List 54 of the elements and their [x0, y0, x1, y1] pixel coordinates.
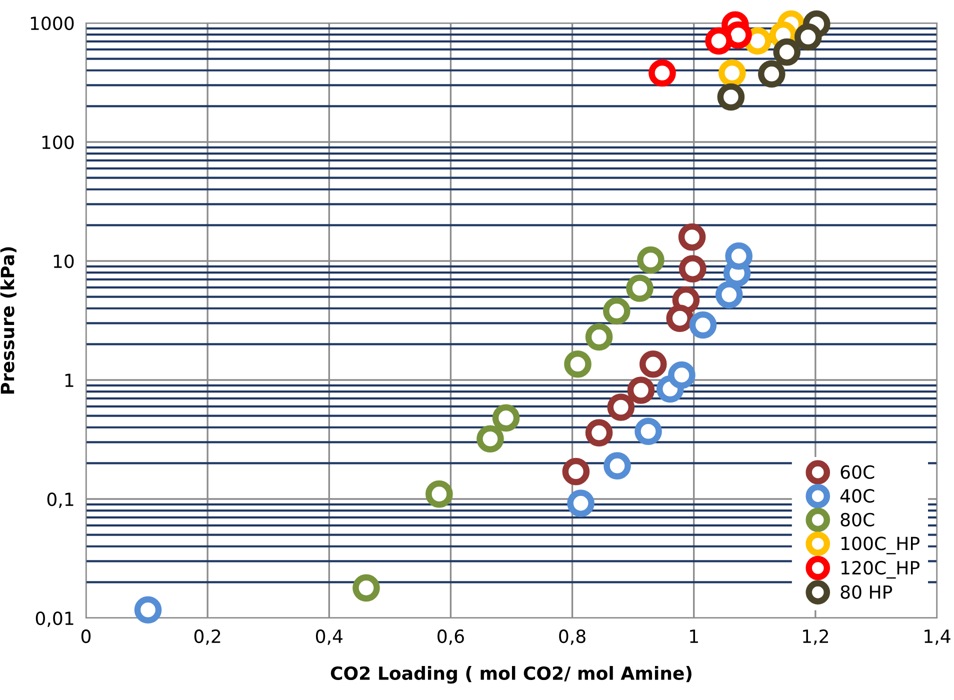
- legend-label: 80C: [840, 512, 874, 526]
- y-axis-title: Pressure (kPa): [0, 247, 16, 394]
- point: [773, 38, 801, 66]
- point: [426, 480, 453, 508]
- point: [668, 361, 696, 389]
- x-tick-label: 1,2: [803, 629, 828, 645]
- x-tick-label: 0,8: [559, 629, 586, 645]
- point: [567, 490, 594, 517]
- x-tick-label: 0,4: [316, 629, 342, 645]
- point: [689, 311, 717, 339]
- point: [564, 350, 592, 378]
- y-tick-label: 1000: [30, 16, 74, 30]
- point: [492, 404, 520, 432]
- point: [794, 23, 822, 51]
- y-tick-label: 10: [54, 254, 74, 268]
- point: [715, 281, 743, 308]
- legend-label: 100C_HP: [842, 536, 920, 554]
- legend-label: 120C_HP: [842, 560, 920, 579]
- point: [758, 60, 786, 88]
- point: [134, 596, 162, 624]
- point: [562, 458, 590, 486]
- point: [678, 255, 706, 282]
- point: [585, 419, 613, 446]
- point: [725, 242, 752, 270]
- point: [634, 418, 662, 446]
- y-tick-label: 0,01: [36, 611, 74, 627]
- x-tick-label: 0,2: [194, 629, 220, 645]
- x-tick-label: 0: [81, 629, 91, 644]
- point: [666, 304, 694, 332]
- point: [626, 274, 654, 302]
- x-tick-label: 0,6: [438, 629, 464, 645]
- point: [718, 59, 746, 87]
- point: [604, 452, 631, 480]
- point: [678, 223, 706, 251]
- y-tick-label: 1: [65, 374, 74, 387]
- point: [352, 574, 380, 602]
- x-tick-label: 1: [690, 630, 698, 643]
- legend-label: 80 HP: [840, 585, 892, 599]
- y-tick-label: 100: [42, 135, 74, 150]
- legend-label: 60C: [840, 465, 874, 479]
- legend-label: 40C: [840, 489, 874, 503]
- point: [585, 323, 613, 351]
- point: [717, 83, 745, 111]
- point: [648, 59, 676, 87]
- point: [705, 27, 732, 55]
- point: [627, 376, 655, 404]
- point: [476, 425, 504, 453]
- point: [637, 246, 664, 274]
- x-tick-label: 1,4: [924, 630, 950, 645]
- point: [607, 394, 635, 421]
- point: [639, 350, 667, 378]
- x-axis-title: CO2 Loading ( mol CO2/ mol Amine): [330, 666, 692, 684]
- y-tick-label: 0,1: [47, 492, 74, 508]
- point: [603, 297, 630, 325]
